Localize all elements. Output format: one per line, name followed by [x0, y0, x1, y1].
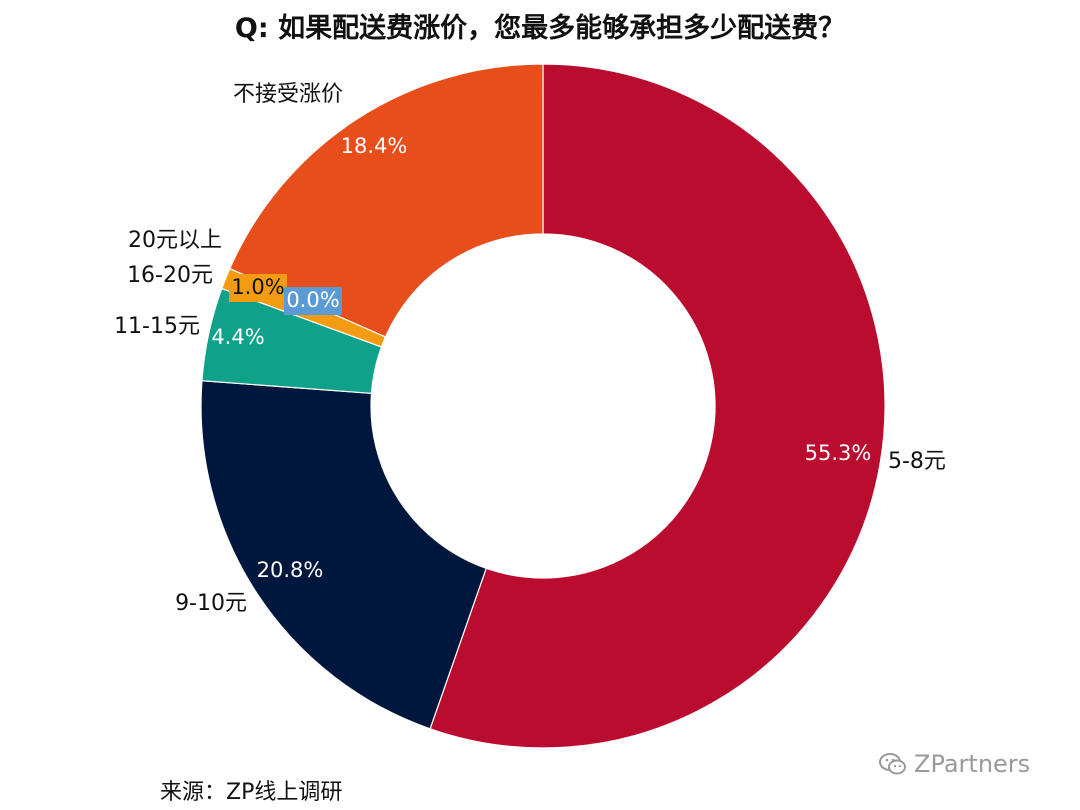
- value-label-box: [284, 287, 342, 315]
- watermark-text: ZPartners: [914, 750, 1031, 778]
- wechat-icon: [879, 753, 906, 775]
- category-label: 9-10元: [175, 591, 247, 616]
- watermark: ZPartners: [878, 750, 1030, 778]
- category-label: 5-8元: [888, 449, 946, 474]
- category-label: 20元以上: [128, 228, 222, 253]
- slice-5-8元: [429, 63, 886, 749]
- value-label: 20.8%: [257, 558, 324, 582]
- value-label-box: [229, 274, 287, 302]
- category-label: 16-20元: [127, 263, 213, 288]
- value-label: 18.4%: [341, 134, 408, 158]
- value-label: 0.0%: [286, 288, 339, 312]
- source-note: 来源：ZP线上调研: [160, 780, 343, 805]
- value-label: 55.3%: [805, 441, 872, 465]
- slice-不接受涨价: [229, 63, 544, 338]
- chart-title: Q: 如果配送费涨价，您最多能够承担多少配送费？: [234, 13, 846, 44]
- slice-9-10元: [200, 380, 487, 730]
- category-label: 不接受涨价: [233, 82, 343, 107]
- category-label: 11-15元: [114, 314, 200, 339]
- value-label: 4.4%: [211, 325, 264, 349]
- value-label: 1.0%: [231, 275, 284, 299]
